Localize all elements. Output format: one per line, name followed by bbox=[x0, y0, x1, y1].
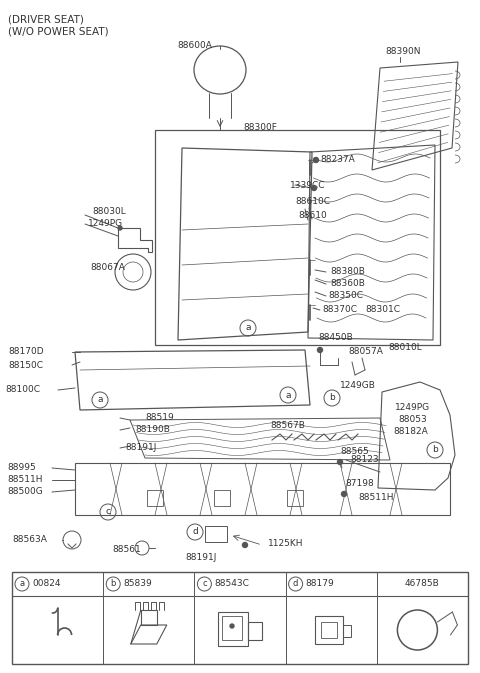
Text: d: d bbox=[192, 528, 198, 536]
Text: 88600A: 88600A bbox=[178, 40, 213, 50]
Text: b: b bbox=[110, 579, 116, 588]
Text: 88067A: 88067A bbox=[90, 264, 125, 273]
Bar bbox=[147, 490, 163, 506]
Text: 88057A: 88057A bbox=[348, 347, 383, 357]
Text: 88182A: 88182A bbox=[393, 427, 428, 437]
Circle shape bbox=[242, 542, 248, 548]
Text: 88543C: 88543C bbox=[215, 579, 249, 588]
Text: 88170D: 88170D bbox=[8, 347, 44, 357]
Text: 1249PG: 1249PG bbox=[88, 219, 123, 229]
Bar bbox=[248, 622, 262, 640]
Bar bbox=[205, 526, 227, 542]
Circle shape bbox=[230, 624, 234, 628]
Text: 88995: 88995 bbox=[7, 464, 36, 472]
Text: 87198: 87198 bbox=[345, 479, 374, 489]
Text: 88390N: 88390N bbox=[385, 48, 420, 57]
Text: 88500G: 88500G bbox=[7, 487, 43, 497]
Text: 00824: 00824 bbox=[32, 579, 60, 588]
Text: 88191J: 88191J bbox=[185, 553, 216, 563]
Text: 88565: 88565 bbox=[340, 448, 369, 456]
Bar bbox=[218, 612, 248, 646]
Circle shape bbox=[337, 460, 343, 464]
Text: 88563A: 88563A bbox=[12, 536, 47, 544]
Text: 88237A: 88237A bbox=[320, 155, 355, 164]
Text: 46785B: 46785B bbox=[405, 579, 440, 588]
Text: a: a bbox=[285, 390, 291, 400]
Text: 1249GB: 1249GB bbox=[340, 380, 376, 390]
Text: c: c bbox=[202, 579, 207, 588]
Text: 1249PG: 1249PG bbox=[395, 404, 430, 413]
Text: 85839: 85839 bbox=[123, 579, 152, 588]
Text: 88511H: 88511H bbox=[7, 476, 43, 485]
Circle shape bbox=[341, 491, 347, 497]
Bar bbox=[321, 622, 337, 638]
Text: a: a bbox=[245, 324, 251, 332]
Text: (W/O POWER SEAT): (W/O POWER SEAT) bbox=[8, 26, 108, 36]
Text: 88300F: 88300F bbox=[243, 124, 277, 133]
Text: b: b bbox=[329, 394, 335, 402]
Bar bbox=[214, 490, 230, 506]
Text: 1125KH: 1125KH bbox=[268, 538, 303, 548]
Text: 88567B: 88567B bbox=[270, 421, 305, 429]
Text: 88350C: 88350C bbox=[328, 291, 363, 301]
Text: 88511H: 88511H bbox=[358, 493, 394, 501]
Bar bbox=[155, 130, 440, 345]
Text: 88450B: 88450B bbox=[318, 334, 353, 343]
Text: 88179: 88179 bbox=[306, 579, 335, 588]
Circle shape bbox=[312, 186, 316, 190]
Text: 88053: 88053 bbox=[398, 415, 427, 425]
Circle shape bbox=[118, 226, 122, 230]
Text: 88123: 88123 bbox=[350, 456, 379, 464]
Text: 88301C: 88301C bbox=[365, 306, 400, 314]
Text: (DRIVER SEAT): (DRIVER SEAT) bbox=[8, 14, 84, 24]
Text: d: d bbox=[293, 579, 298, 588]
Text: 88610C: 88610C bbox=[295, 197, 330, 207]
Text: c: c bbox=[106, 507, 110, 516]
Text: 1339CC: 1339CC bbox=[290, 180, 325, 190]
Text: b: b bbox=[432, 446, 438, 454]
Circle shape bbox=[313, 157, 319, 162]
Text: 88561: 88561 bbox=[112, 546, 141, 555]
Circle shape bbox=[317, 347, 323, 353]
Text: 88150C: 88150C bbox=[8, 361, 43, 369]
Bar bbox=[222, 616, 242, 640]
Bar bbox=[12, 572, 468, 664]
Text: 88030L: 88030L bbox=[92, 207, 126, 217]
Text: 88190B: 88190B bbox=[135, 425, 170, 435]
Text: 88191J: 88191J bbox=[125, 444, 156, 452]
Text: 88380B: 88380B bbox=[330, 267, 365, 277]
Bar bbox=[75, 463, 450, 515]
Text: 88610: 88610 bbox=[298, 211, 327, 219]
Text: 88370C: 88370C bbox=[322, 306, 357, 314]
Text: 88100C: 88100C bbox=[5, 386, 40, 394]
Bar bbox=[287, 490, 303, 506]
Text: 88360B: 88360B bbox=[330, 279, 365, 289]
Text: a: a bbox=[19, 579, 24, 588]
Bar bbox=[315, 616, 343, 644]
Bar bbox=[343, 625, 351, 637]
Text: 88010L: 88010L bbox=[388, 343, 422, 353]
Text: 88519: 88519 bbox=[145, 413, 174, 423]
Text: a: a bbox=[97, 396, 103, 404]
